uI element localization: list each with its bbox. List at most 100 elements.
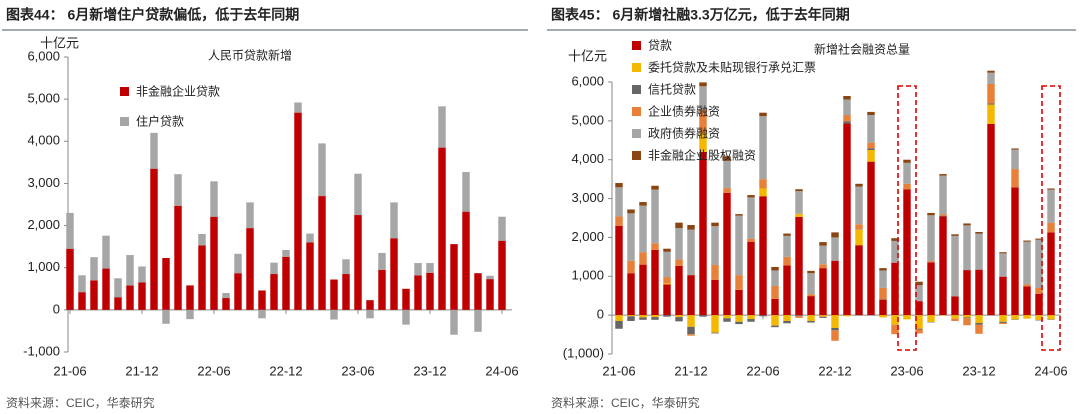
bar-segment (639, 264, 647, 316)
bar-segment (627, 316, 635, 321)
bar-segment (867, 161, 875, 316)
bar-segment (450, 309, 458, 335)
bar-segment (663, 277, 671, 284)
bar-segment (258, 290, 266, 310)
bar-segment (975, 269, 983, 316)
bar-segment (795, 216, 803, 316)
x-tick-label: 21-06 (602, 363, 635, 378)
bar-segment (963, 315, 971, 318)
bar-segment (795, 191, 803, 214)
bar-segment (270, 274, 278, 310)
bar-segment (438, 106, 446, 148)
bar-segment (759, 188, 767, 197)
bar-segment (342, 274, 350, 310)
bar-segment (615, 225, 623, 316)
bar-segment (162, 258, 170, 310)
bar-segment (627, 260, 635, 274)
bar-segment (843, 121, 851, 124)
bar-segment (879, 299, 887, 316)
bar-segment (150, 132, 158, 169)
bar-segment (999, 252, 1007, 254)
bar-segment (150, 168, 158, 310)
bar-segment (723, 315, 731, 319)
bar-segment (987, 103, 995, 105)
legend-swatch (632, 151, 641, 160)
legend-label: 住户贷款 (136, 114, 184, 129)
unit-label: 十亿元 (568, 48, 607, 63)
bar-segment (174, 174, 182, 206)
bar-segment (819, 242, 827, 246)
bar-segment (1011, 148, 1019, 150)
inner-title: 人民币贷款新增 (208, 48, 292, 63)
x-tick-label: 24-06 (1034, 363, 1067, 378)
bar-segment (222, 298, 230, 310)
y-tick-label: 0 (597, 307, 604, 322)
bar-segment (711, 222, 719, 227)
bar-segment (939, 215, 947, 217)
bar-segment (306, 242, 314, 310)
bar-segment (783, 256, 791, 266)
bar-segment (474, 309, 482, 332)
bar-segment (735, 315, 743, 322)
bar-segment (270, 262, 278, 275)
legend-label: 委托贷款及未贴现银行承兑汇票 (648, 61, 816, 75)
y-tick-label: -1,000 (23, 343, 60, 358)
bar-segment (855, 186, 863, 225)
bar-segment (747, 241, 755, 316)
bar-segment (723, 160, 731, 189)
bar-segment (843, 123, 851, 316)
x-tick-label: 22-12 (269, 363, 302, 378)
bar-segment (771, 315, 779, 326)
bar-segment (438, 147, 446, 310)
bar-segment (114, 278, 122, 298)
bar-segment (699, 315, 707, 317)
bar-segment (663, 284, 671, 316)
bar-segment (735, 275, 743, 290)
bar-segment (474, 273, 482, 310)
bar-segment (294, 102, 302, 113)
bar-segment (843, 95, 851, 100)
y-tick-label: 5,000 (27, 91, 60, 106)
bar-segment (687, 229, 695, 276)
bar-segment (402, 309, 410, 325)
x-tick-label: 23-12 (962, 363, 995, 378)
bar-segment (282, 256, 290, 310)
bar-segment (771, 286, 779, 299)
bar-segment (987, 104, 995, 124)
x-tick-label: 22-06 (197, 363, 230, 378)
bar-segment (975, 324, 983, 334)
bar-segment (675, 222, 683, 229)
bar-segment (951, 315, 959, 319)
bar-segment (915, 301, 923, 316)
bar-segment (306, 233, 314, 243)
bar-segment (663, 251, 671, 278)
bar-segment (891, 262, 899, 316)
bar-segment (999, 276, 1007, 316)
bar-segment (759, 116, 767, 180)
bar-segment (90, 257, 98, 281)
bar-segment (1023, 286, 1031, 316)
chart-title: 图表45： 6月新增社融3.3万亿元，低于去年同期 (551, 7, 850, 23)
legend-label: 非金融企业股权融资 (648, 148, 756, 163)
bar-segment (831, 327, 839, 331)
source: 资料来源：CEIC，华泰研究 (6, 395, 155, 410)
bar-segment (639, 202, 647, 206)
bar-segment (723, 192, 731, 316)
bar-segment (975, 322, 983, 325)
bar-segment (795, 315, 803, 318)
bar-segment (294, 112, 302, 310)
y-tick-label: 1,000 (27, 259, 60, 274)
source: 资料来源：CEIC，华泰研究 (551, 395, 700, 410)
y-tick-label: 1,000 (571, 268, 604, 283)
bar-segment (855, 229, 863, 246)
legend-label: 非金融企业贷款 (136, 84, 220, 99)
bar-segment (414, 263, 422, 276)
bar-segment (879, 270, 887, 288)
bar-segment (699, 82, 707, 87)
bar-segment (747, 238, 755, 242)
bar-segment (795, 213, 803, 217)
bar-segment (903, 315, 911, 320)
bar-segment (402, 288, 410, 310)
legend-swatch (120, 87, 129, 96)
